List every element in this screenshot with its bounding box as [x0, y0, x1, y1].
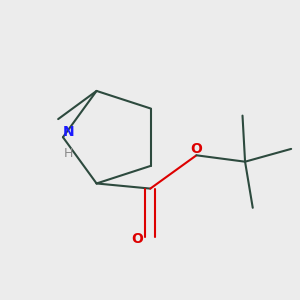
Text: O: O — [190, 142, 202, 156]
Text: N: N — [62, 125, 74, 139]
Text: H: H — [63, 147, 73, 160]
Text: O: O — [132, 232, 143, 245]
